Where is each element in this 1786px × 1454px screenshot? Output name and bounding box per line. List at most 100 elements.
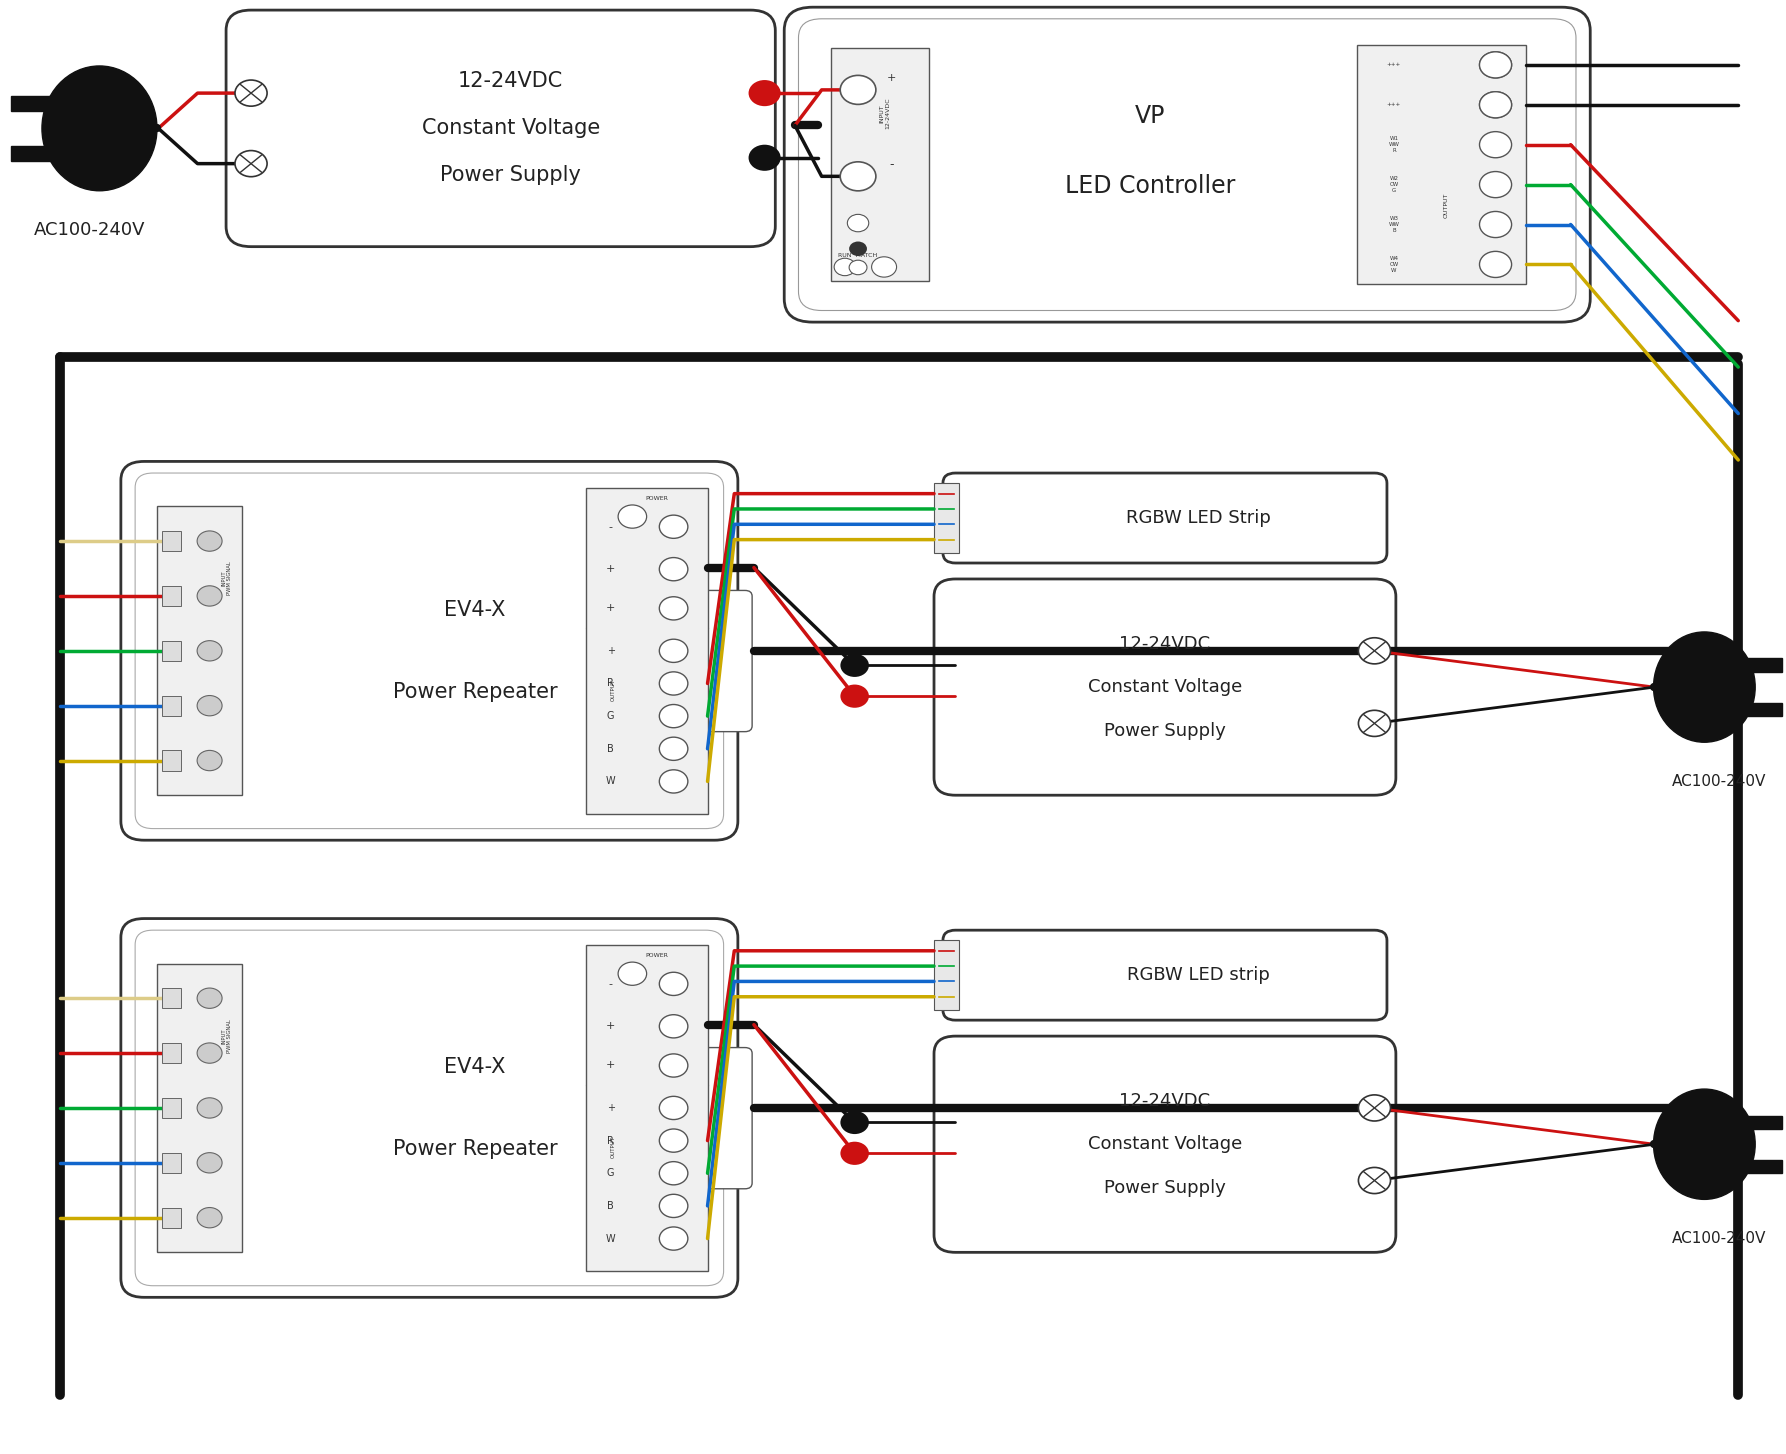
Text: 12-24VDC: 12-24VDC (457, 71, 563, 92)
Circle shape (659, 557, 688, 580)
Text: OUTPUT: OUTPUT (611, 679, 616, 701)
Text: VP: VP (1134, 105, 1164, 128)
Text: EV4-X: EV4-X (445, 601, 505, 619)
Text: G: G (607, 1168, 614, 1178)
Text: 12-24VDC: 12-24VDC (1120, 1092, 1211, 1109)
Text: R: R (171, 593, 175, 599)
Text: AC100-240V: AC100-240V (1672, 774, 1766, 790)
Bar (1745, 1115, 1782, 1128)
Text: RGBW LED Strip: RGBW LED Strip (1125, 509, 1272, 526)
Circle shape (1359, 638, 1391, 664)
Text: B: B (171, 1160, 175, 1165)
Circle shape (659, 1015, 688, 1038)
Text: +++: +++ (1386, 63, 1400, 67)
Circle shape (841, 1141, 870, 1165)
Circle shape (748, 80, 780, 106)
Text: R: R (607, 1136, 614, 1146)
FancyBboxPatch shape (163, 989, 182, 1009)
Text: OUTPUT: OUTPUT (1443, 193, 1448, 218)
FancyBboxPatch shape (163, 1098, 182, 1118)
Text: -: - (889, 158, 893, 172)
Circle shape (841, 685, 870, 708)
FancyBboxPatch shape (121, 919, 738, 1297)
Bar (830, 48, 929, 282)
Text: LED Controller: LED Controller (1064, 174, 1234, 198)
Text: +: + (607, 1104, 614, 1112)
Text: Power Repeater: Power Repeater (393, 682, 557, 702)
FancyBboxPatch shape (136, 931, 723, 1285)
Text: +: + (605, 1021, 614, 1031)
Circle shape (196, 1043, 221, 1063)
Bar (157, 506, 243, 795)
Text: POWER: POWER (645, 496, 668, 502)
FancyBboxPatch shape (934, 579, 1397, 795)
Text: +: + (605, 603, 614, 614)
Circle shape (1359, 1095, 1391, 1121)
Text: G: G (170, 1105, 175, 1111)
Circle shape (659, 515, 688, 538)
FancyBboxPatch shape (163, 1153, 182, 1173)
FancyBboxPatch shape (698, 1047, 752, 1189)
Text: Constant Voltage: Constant Voltage (1088, 1136, 1241, 1153)
Text: INPUT
12-24VDC: INPUT 12-24VDC (879, 97, 889, 129)
Circle shape (196, 1153, 221, 1173)
Circle shape (1359, 1168, 1391, 1194)
FancyBboxPatch shape (934, 1037, 1397, 1252)
Bar (1745, 1160, 1782, 1173)
Text: Constant Voltage: Constant Voltage (421, 118, 600, 138)
Text: B: B (607, 744, 614, 753)
FancyBboxPatch shape (163, 1043, 182, 1063)
Text: G: G (607, 711, 614, 721)
Text: W: W (605, 776, 616, 787)
Text: W3
WW
B: W3 WW B (1388, 217, 1400, 233)
FancyBboxPatch shape (798, 19, 1575, 311)
Circle shape (659, 1096, 688, 1120)
Text: B: B (171, 704, 175, 708)
Circle shape (1479, 132, 1511, 157)
Bar (586, 945, 707, 1271)
Text: -: - (609, 979, 613, 989)
FancyBboxPatch shape (227, 10, 775, 247)
FancyBboxPatch shape (784, 7, 1590, 323)
Text: W4
CW
W: W4 CW W (1390, 256, 1398, 273)
Bar (11, 96, 54, 111)
Text: Power Supply: Power Supply (1104, 721, 1225, 740)
Text: W: W (170, 996, 175, 1000)
Text: W: W (170, 758, 175, 763)
Circle shape (659, 1054, 688, 1077)
FancyBboxPatch shape (943, 931, 1388, 1021)
Circle shape (1479, 92, 1511, 118)
Circle shape (618, 505, 647, 528)
Text: AC100-240V: AC100-240V (1672, 1232, 1766, 1246)
Circle shape (839, 76, 875, 105)
Bar (934, 941, 959, 1011)
FancyBboxPatch shape (163, 641, 182, 662)
Circle shape (848, 260, 866, 275)
Circle shape (659, 1194, 688, 1217)
Circle shape (872, 257, 897, 278)
Circle shape (196, 586, 221, 606)
FancyBboxPatch shape (163, 1207, 182, 1227)
Circle shape (196, 1207, 221, 1227)
Text: +: + (886, 73, 897, 83)
Circle shape (618, 963, 647, 986)
FancyBboxPatch shape (163, 695, 182, 715)
Text: +: + (605, 1060, 614, 1070)
Circle shape (1479, 172, 1511, 198)
Circle shape (1479, 211, 1511, 237)
Circle shape (659, 705, 688, 727)
Text: POWER: POWER (645, 954, 668, 958)
Text: W: W (605, 1233, 616, 1243)
FancyBboxPatch shape (698, 590, 752, 731)
Circle shape (659, 596, 688, 619)
Circle shape (196, 989, 221, 1009)
Circle shape (1479, 92, 1511, 118)
Circle shape (196, 1098, 221, 1118)
Circle shape (659, 769, 688, 792)
Text: W2
CW
G: W2 CW G (1390, 176, 1398, 193)
Text: Power Supply: Power Supply (1104, 1179, 1225, 1197)
Circle shape (196, 641, 221, 662)
Circle shape (659, 1162, 688, 1185)
Circle shape (848, 241, 866, 256)
Text: -: - (609, 522, 613, 532)
